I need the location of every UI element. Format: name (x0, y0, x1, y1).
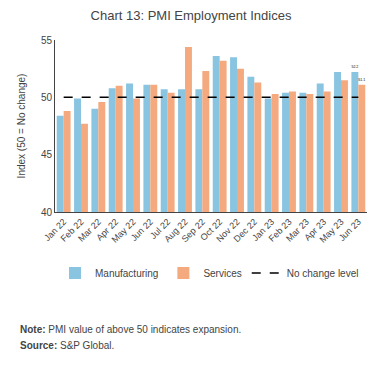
svg-text:Mar 22: Mar 22 (76, 217, 103, 244)
svg-text:52.2: 52.2 (351, 65, 358, 69)
svg-text:Feb 22: Feb 22 (59, 217, 86, 244)
svg-text:Feb 23: Feb 23 (267, 217, 294, 244)
svg-text:Chart 13: PMI Employment Indic: Chart 13: PMI Employment Indices (91, 8, 292, 23)
svg-text:40: 40 (41, 207, 53, 218)
svg-text:May 23: May 23 (318, 217, 346, 245)
svg-text:Dec 22: Dec 22 (232, 217, 259, 244)
svg-text:45: 45 (41, 149, 53, 160)
svg-text:Services: Services (203, 268, 241, 279)
svg-text:Jan 23: Jan 23 (250, 217, 276, 243)
svg-text:Aug 22: Aug 22 (162, 217, 189, 244)
svg-text:Mar 23: Mar 23 (284, 217, 311, 244)
svg-text:Index (50 = No change): Index (50 = No change) (16, 74, 27, 179)
svg-text:Nov 22: Nov 22 (214, 217, 241, 244)
svg-text:Source: S&P Global.: Source: S&P Global. (20, 340, 114, 351)
svg-text:Jul 22: Jul 22 (148, 217, 172, 241)
svg-text:Jun 22: Jun 22 (129, 217, 155, 243)
svg-text:Sep 22: Sep 22 (180, 217, 207, 244)
svg-text:Oct 22: Oct 22 (198, 217, 224, 243)
svg-text:May 22: May 22 (110, 217, 138, 245)
svg-text:50: 50 (41, 92, 53, 103)
svg-text:No change level: No change level (287, 268, 359, 279)
svg-text:Jun 23: Jun 23 (337, 217, 363, 243)
svg-text:Apr 23: Apr 23 (302, 217, 328, 243)
svg-text:51.1: 51.1 (358, 78, 365, 82)
svg-text:Note: PMI value of above 50 in: Note: PMI value of above 50 indicates ex… (20, 324, 241, 335)
svg-text:Jan 22: Jan 22 (42, 217, 68, 243)
svg-text:Apr 22: Apr 22 (94, 217, 120, 243)
svg-text:55: 55 (41, 35, 53, 46)
svg-text:Manufacturing: Manufacturing (95, 268, 158, 279)
